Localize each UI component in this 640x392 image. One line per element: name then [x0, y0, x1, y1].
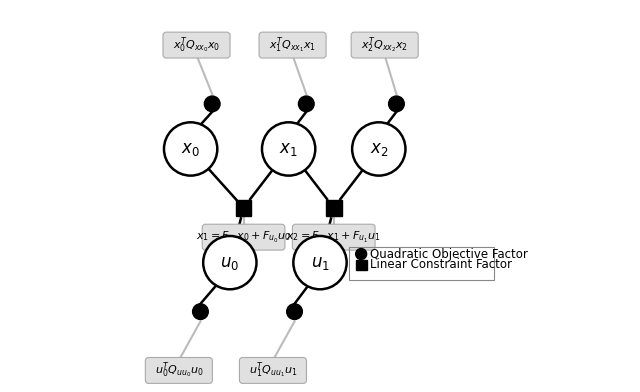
Circle shape: [356, 249, 367, 260]
Text: $x_1^T Q_{xx_1} x_1$: $x_1^T Q_{xx_1} x_1$: [269, 35, 316, 55]
Text: $x_2 = F_{x_1}x_1 + F_{u_1}u_1$: $x_2 = F_{x_1}x_1 + F_{u_1}u_1$: [286, 230, 381, 245]
FancyBboxPatch shape: [145, 358, 212, 383]
Circle shape: [293, 236, 347, 289]
FancyBboxPatch shape: [326, 200, 342, 216]
FancyBboxPatch shape: [292, 224, 375, 250]
Circle shape: [388, 96, 404, 112]
FancyBboxPatch shape: [236, 200, 252, 216]
Text: $x_1 = F_{x_0}x_0 + F_{u_0}u_0$: $x_1 = F_{x_0}x_0 + F_{u_0}u_0$: [196, 230, 291, 245]
Circle shape: [204, 96, 220, 112]
Text: $u_0^T Q_{uu_0} u_0$: $u_0^T Q_{uu_0} u_0$: [155, 361, 203, 380]
FancyBboxPatch shape: [163, 32, 230, 58]
FancyBboxPatch shape: [259, 32, 326, 58]
Text: $x_1$: $x_1$: [279, 140, 298, 158]
FancyBboxPatch shape: [239, 358, 307, 383]
Circle shape: [298, 96, 314, 112]
Text: $x_0$: $x_0$: [181, 140, 200, 158]
Circle shape: [287, 304, 302, 319]
Text: $x_2$: $x_2$: [369, 140, 388, 158]
FancyBboxPatch shape: [202, 224, 285, 250]
Text: $x_2^T Q_{xx_2} x_2$: $x_2^T Q_{xx_2} x_2$: [361, 35, 408, 55]
Circle shape: [193, 304, 208, 319]
Text: $u_0$: $u_0$: [220, 254, 239, 272]
Circle shape: [203, 236, 257, 289]
Circle shape: [164, 122, 218, 176]
Circle shape: [262, 122, 316, 176]
Circle shape: [352, 122, 406, 176]
Text: Quadratic Objective Factor: Quadratic Objective Factor: [370, 247, 528, 261]
FancyBboxPatch shape: [351, 32, 418, 58]
Text: $u_1^T Q_{uu_1} u_1$: $u_1^T Q_{uu_1} u_1$: [249, 361, 297, 380]
Text: Linear Constraint Factor: Linear Constraint Factor: [370, 258, 512, 272]
Text: $u_1$: $u_1$: [310, 254, 330, 272]
FancyBboxPatch shape: [356, 260, 367, 270]
Text: $x_0^T Q_{xx_0} x_0$: $x_0^T Q_{xx_0} x_0$: [173, 35, 220, 55]
